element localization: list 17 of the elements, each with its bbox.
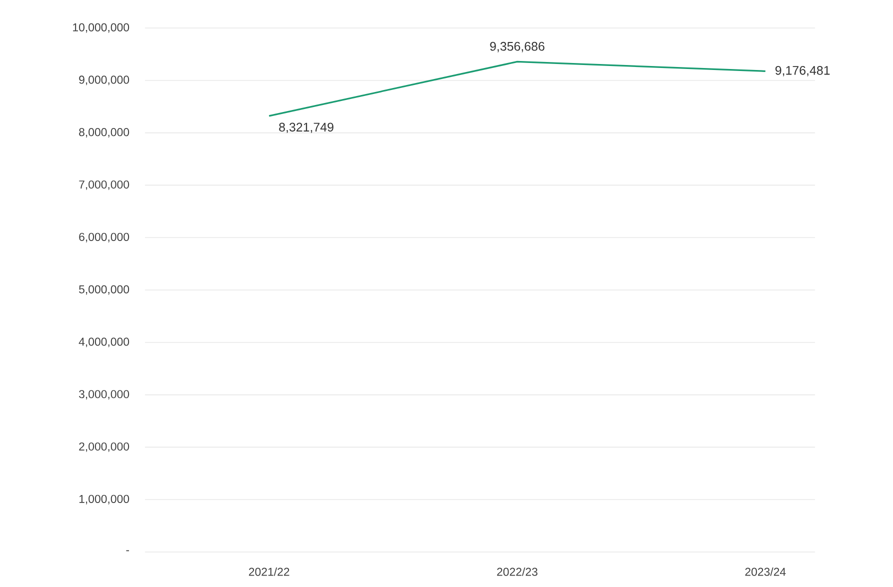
y-tick-label: 5,000,000 [79,285,130,295]
y-tick-label: 8,000,000 [79,128,130,138]
y-tick-label: - [126,550,130,552]
x-tick-label: 2023/24 [745,567,786,576]
y-tick-label: 3,000,000 [78,390,130,400]
y-tick-label: 7,000,000 [79,180,130,190]
y-tick-label: 2,000,000 [79,442,130,452]
data-label: 9,176,481 [775,66,830,76]
x-tick-label: 2022/23 [497,567,538,576]
data-label: 9,356,686 [490,42,544,52]
y-tick-label: 10,000,000 [73,23,130,33]
y-tick-label: 6,000,000 [79,232,130,242]
y-tick-label: 4,000,000 [78,338,130,348]
data-label: 8,321,749 [279,122,334,134]
y-tick-label: 1,000,000 [79,494,130,504]
y-tick-label: 9,000,000 [79,76,130,86]
x-tick-label: 2021/22 [248,567,290,576]
